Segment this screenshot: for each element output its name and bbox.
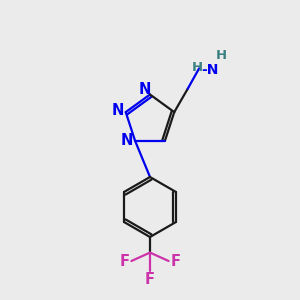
Text: H: H xyxy=(216,49,227,62)
Text: N: N xyxy=(120,133,133,148)
Text: N: N xyxy=(111,103,124,118)
Text: H: H xyxy=(192,61,203,74)
Text: -N: -N xyxy=(201,63,218,77)
Text: N: N xyxy=(138,82,151,98)
Text: F: F xyxy=(119,254,129,268)
Text: F: F xyxy=(145,272,155,287)
Text: F: F xyxy=(171,254,181,268)
